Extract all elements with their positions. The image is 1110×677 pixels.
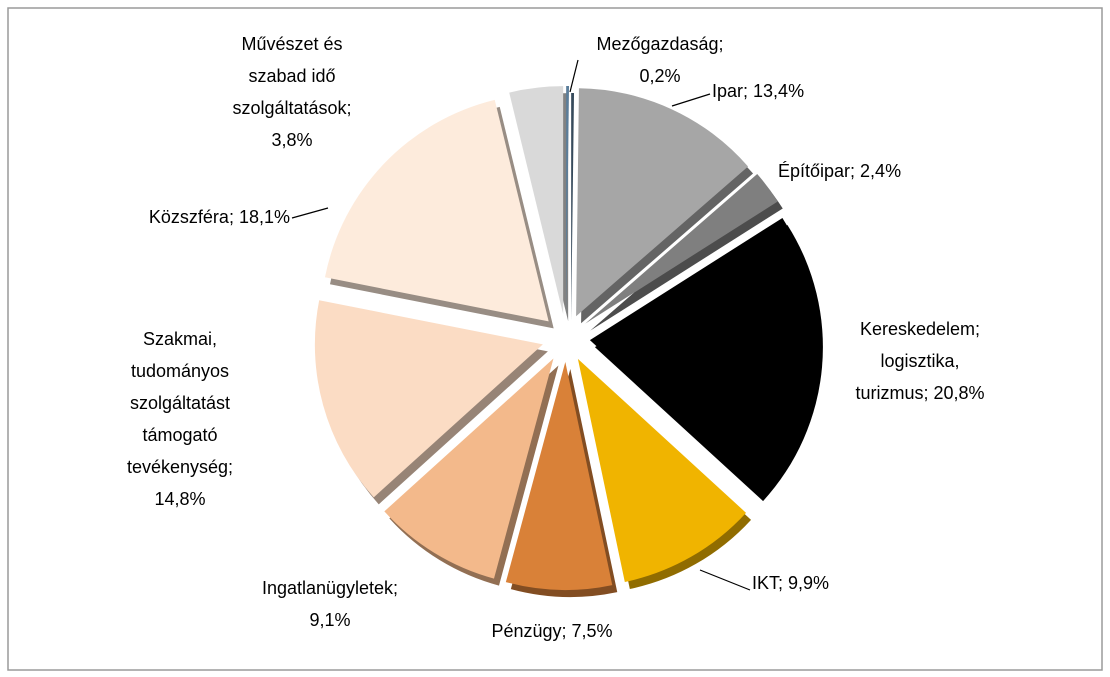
leader-line	[569, 59, 579, 93]
label-line: támogató	[142, 425, 217, 445]
label-line: Pénzügy;	[491, 621, 566, 641]
value-label: 9,9%	[788, 573, 829, 593]
leader-line	[671, 93, 711, 107]
data-label: Kereskedelem; logisztika, turizmus; 20,8%	[855, 319, 984, 403]
value-label: 13,4%	[753, 81, 804, 101]
slice	[509, 86, 564, 315]
value-label: 20,8%	[933, 383, 984, 403]
slice	[576, 88, 749, 317]
value-label: 9,1%	[309, 610, 350, 630]
value-label: 0,2%	[639, 66, 680, 86]
label-line: Szakmai,	[143, 329, 217, 349]
data-label: Szakmai, tudományos szolgáltatást támogató t…	[127, 329, 233, 509]
label-line: Építőipar;	[778, 161, 855, 181]
value-label: 14,8%	[154, 489, 205, 509]
label-line: Ingatlanügyletek;	[262, 578, 398, 598]
label-line: szolgáltatást	[130, 393, 230, 413]
label-line: szolgáltatások;	[232, 98, 351, 118]
label-line: Közszféra;	[149, 207, 234, 227]
label-line: Művészet és	[241, 34, 342, 54]
label-line: Kereskedelem;	[860, 319, 980, 339]
label-line: szabad idő	[248, 66, 335, 86]
value-label: 18,1%	[239, 207, 290, 227]
data-label: Építőipar; 2,4%	[778, 161, 901, 181]
data-label: Ingatlanügyletek; 9,1%	[262, 578, 398, 630]
label-line: tevékenység;	[127, 457, 233, 477]
label-line: logisztika,	[880, 351, 959, 371]
label-line: turizmus;	[855, 383, 928, 403]
label-line: Ipar;	[712, 81, 748, 101]
label-line: Mezőgazdaság;	[596, 34, 723, 54]
data-label: Pénzügy; 7,5%	[491, 621, 612, 641]
data-label: Közszféra; 18,1%	[149, 207, 290, 227]
data-label: Ipar; 13,4%	[712, 81, 804, 101]
slice	[589, 217, 818, 495]
label-line: IKT;	[752, 573, 783, 593]
value-label: 7,5%	[572, 621, 613, 641]
slice	[505, 361, 613, 590]
slice	[577, 358, 747, 582]
slice	[314, 300, 543, 498]
leader-line	[291, 207, 329, 219]
slice	[324, 99, 549, 322]
slice	[384, 358, 554, 579]
slice-side	[571, 93, 575, 322]
value-label: 3,8%	[271, 130, 312, 150]
value-label: 2,4%	[860, 161, 901, 181]
leader-line	[699, 569, 751, 591]
data-label: IKT; 9,9%	[752, 573, 829, 593]
slice	[585, 173, 778, 324]
data-label: Mezőgazdaság; 0,2%	[596, 34, 723, 86]
label-line: tudományos	[131, 361, 229, 381]
data-label: Művészet és szabad idő szolgáltatások; 3,8%	[232, 34, 351, 150]
slice	[566, 86, 570, 315]
